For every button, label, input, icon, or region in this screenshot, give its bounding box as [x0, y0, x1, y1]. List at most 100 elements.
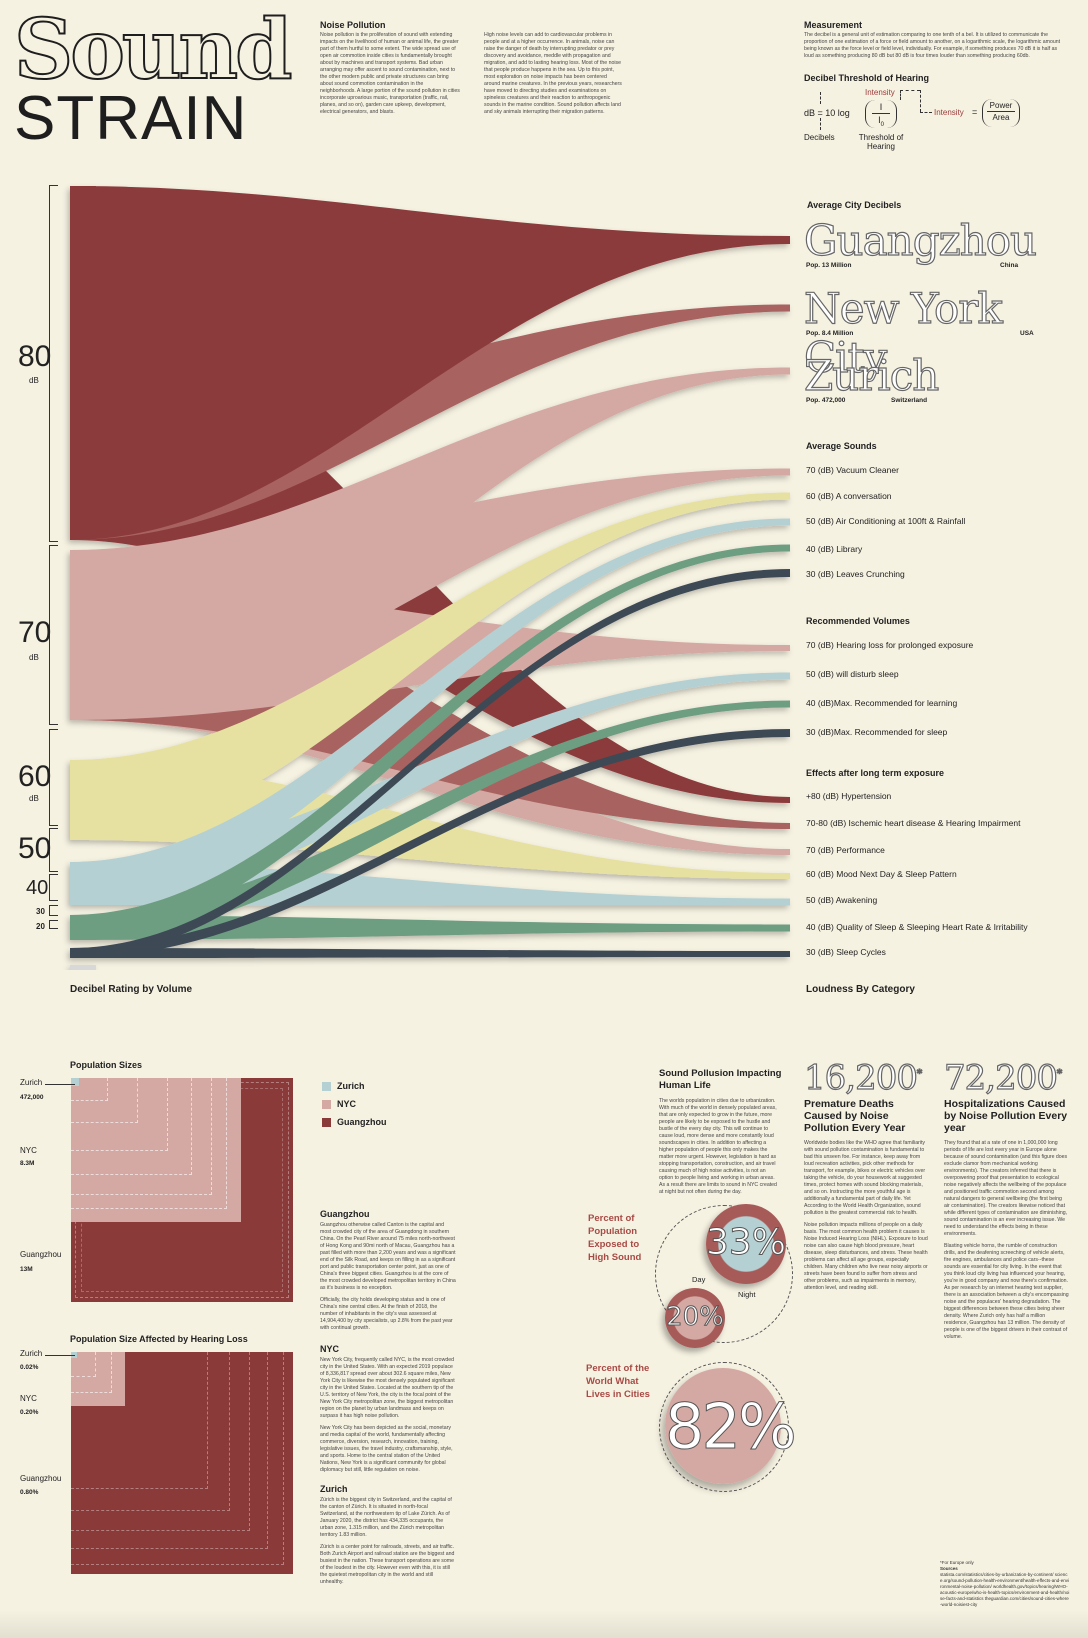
- hosp-label: Hospitalizations Caused by Noise Polluti…: [944, 1098, 1068, 1134]
- formula-power-area: Power Area: [982, 99, 1020, 127]
- day-label: Day: [692, 1275, 706, 1284]
- legend: Zurich NYC Guangzhou: [322, 1077, 387, 1131]
- affected-nyc: [71, 1352, 125, 1406]
- pop-val-nyc: 8.3M: [20, 1160, 35, 1167]
- sources-note: *For Europe only: [940, 1560, 974, 1565]
- city-zurich: Zurich: [803, 350, 940, 400]
- night-circle: 33%: [706, 1204, 787, 1284]
- formula-intensity-right: Intensity: [934, 108, 964, 117]
- left-caption: Decibel Rating by Volume: [70, 984, 193, 995]
- effect-3: 60 (dB) Mood Next Day & Sleep Pattern: [806, 869, 957, 879]
- threshold-heading: Decibel Threshold of Hearing: [804, 73, 930, 83]
- average-sounds-heading: Average Sounds: [806, 441, 877, 451]
- cities-heading: Average City Decibels: [807, 200, 902, 210]
- pop-label-guangzhou: Guangzhou: [20, 1250, 62, 1259]
- effect-4: 50 (dB) Awakening: [806, 895, 878, 905]
- deaths-text: Worldwide bodies like the WHO agree that…: [804, 1140, 926, 1216]
- avg-sound-4: 30 (dB) Leaves Crunching: [806, 569, 905, 579]
- recommended-0: 70 (dB) Hearing loss for prolonged expos…: [806, 640, 974, 650]
- desc-nyc-2: New York City has been depicted as the s…: [320, 1425, 453, 1473]
- desc-guangzhou-heading: Guangzhou: [320, 1209, 370, 1219]
- legend-swatch-nyc: [322, 1100, 331, 1110]
- desc-zurich: Zürich is the biggest city in Switzerlan…: [320, 1497, 452, 1538]
- scale-40: 40: [26, 877, 49, 899]
- recommended-3: 30 (dB)Max. Recommended for sleep: [806, 727, 948, 737]
- city-zurich-pop: Pop. 472,000: [806, 397, 846, 404]
- deaths-stat: 16,200* Premature Deaths Caused by Noise…: [803, 1057, 934, 1292]
- left-scale: 80 dB 70 dB 60 dB 50 40 30 20: [0, 180, 70, 960]
- population-heading: Population Sizes: [70, 1060, 143, 1070]
- flow-mood: [70, 760, 790, 879]
- scale-80: 80: [18, 340, 52, 373]
- pop-val-zurich: 472,000: [20, 1094, 44, 1101]
- deaths-text-2: Noise pollution impacts millions of peop…: [804, 1222, 928, 1291]
- desc-nyc-heading: NYC: [320, 1344, 340, 1354]
- desc-zurich-2: Zürich is a center point for railroads, …: [320, 1544, 455, 1585]
- intro-col1: Noise pollution is the proliferation of …: [320, 32, 460, 115]
- exposure-circle: [655, 1205, 793, 1343]
- source-20: [70, 965, 96, 970]
- hosp-text-2: Blasting vehicle horns, the rumble of co…: [944, 1243, 1069, 1340]
- scale-20: 20: [36, 922, 45, 931]
- pop-label-nyc: NYC: [20, 1146, 37, 1155]
- effect-5: 40 (dB) Quality of Sleep & Sleeping Hear…: [806, 922, 1028, 932]
- aff-label-zurich: Zurich: [20, 1349, 43, 1358]
- sources-heading: Sources: [940, 1566, 958, 1571]
- flow-conversation: [70, 492, 790, 840]
- hosp-value: 72,200: [943, 1057, 1058, 1098]
- pop-val-guangzhou: 13M: [20, 1266, 33, 1273]
- city-nyc: New York City: [803, 283, 1003, 382]
- title: Sound STRAIN: [13, 2, 294, 150]
- scale-50: 50: [18, 832, 52, 865]
- deaths-value: 16,200: [803, 1057, 918, 1098]
- city-guangzhou-country: China: [1000, 262, 1019, 269]
- formula: dB = 10 log Intensity I I0 Intensity = P…: [804, 84, 1074, 159]
- legend-guangzhou: Guangzhou: [322, 1113, 387, 1131]
- flow-sleep-cycles: [70, 948, 790, 958]
- population-square: [71, 1078, 293, 1302]
- desc-nyc: New York City, frequently called NYC, is…: [320, 1357, 455, 1419]
- flow-disturb-sleep: [70, 672, 790, 905]
- day-circle: 20%: [665, 1288, 725, 1348]
- impact-heading: Sound Pollusion Impacting Human Life: [659, 1068, 782, 1091]
- formula-left: dB = 10 log: [804, 108, 850, 118]
- decibels-label: Decibels: [804, 133, 835, 142]
- impact-text: The worlds population in cities due to u…: [659, 1098, 777, 1195]
- flow-aircon: [70, 518, 790, 905]
- cities-value: 82%: [665, 1390, 798, 1464]
- effect-1: 70-80 (dB) Ischemic heart disease & Hear…: [806, 818, 1021, 828]
- intro-heading: Noise Pollution: [320, 20, 386, 30]
- pct-exposed-label: Percent of Population Exposed to High So…: [588, 1213, 642, 1263]
- avg-sound-1: 60 (dB) A conversation: [806, 491, 892, 501]
- city-descriptions: Guangzhou Guangzhou otherwise called Can…: [320, 1209, 456, 1586]
- population-zurich: [71, 1078, 79, 1086]
- avg-sound-2: 50 (dB) Air Conditioning at 100ft & Rain…: [806, 516, 966, 526]
- decibel-flow-chart: [70, 186, 790, 970]
- deaths-label: Premature Deaths Caused by Noise Polluti…: [804, 1098, 906, 1134]
- area-label: Area: [992, 113, 1010, 122]
- aff-val-zurich: 0.02%: [20, 1364, 39, 1371]
- measurement-heading: Measurement: [804, 20, 863, 30]
- recommended-1: 50 (dB) will disturb sleep: [806, 669, 899, 679]
- desc-zurich-heading: Zurich: [320, 1484, 348, 1494]
- legend-swatch-zurich: [322, 1082, 331, 1092]
- measurement-text: The decibel is a general unit of estimat…: [804, 32, 1061, 59]
- right-caption: Loudness By Category: [806, 984, 915, 995]
- aff-label-guangzhou: Guangzhou: [20, 1474, 62, 1483]
- title-line1: Sound: [13, 2, 293, 98]
- page-footer-shadow: [0, 1610, 1088, 1638]
- effect-0: +80 (dB) Hypertension: [806, 791, 892, 801]
- population-nyc: [71, 1078, 241, 1222]
- recommended-heading: Recommended Volumes: [806, 616, 910, 626]
- pct-cities-label: Percent of the World What Lives in Citie…: [586, 1363, 650, 1400]
- aff-label-nyc: NYC: [20, 1394, 37, 1403]
- recommended-2: 40 (dB)Max. Recommended for learning: [806, 698, 958, 708]
- threshold-label: Threshold of Hearing: [858, 133, 904, 151]
- sources-list: statista.com/statistics/cities-by-urbani…: [940, 1572, 1070, 1607]
- power-label: Power: [989, 101, 1013, 110]
- desc-guangzhou-2: Officially, the city holds developing st…: [320, 1297, 453, 1331]
- flow-guangzhou: [70, 186, 790, 540]
- fraction-numerator: I: [879, 102, 883, 112]
- legend-nyc: NYC: [322, 1095, 387, 1113]
- intro-col2: High noise levels can add to cardiovascu…: [484, 32, 622, 115]
